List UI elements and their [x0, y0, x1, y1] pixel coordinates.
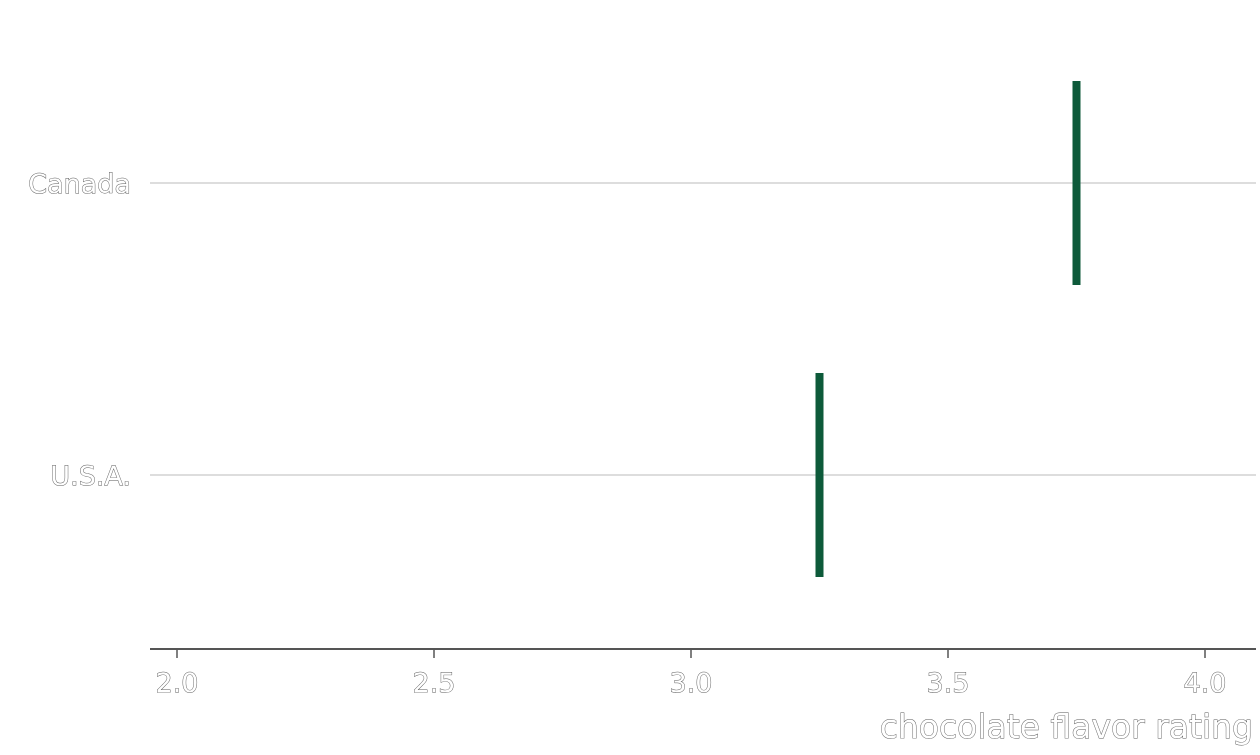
y-axis-labels: Canada U.S.A. — [28, 169, 132, 493]
x-tick-label: 2.0 — [156, 668, 199, 699]
mark-canada — [1072, 81, 1081, 285]
gridlines — [150, 182, 1256, 476]
x-tick-label: 4.0 — [1184, 668, 1227, 699]
x-tick-label: 3.5 — [927, 668, 970, 699]
x-axis-title: chocolate flavor rating — [880, 707, 1253, 746]
x-axis: 2.0 2.5 3.0 3.5 4.0 — [150, 648, 1256, 699]
x-tick-label: 2.5 — [413, 668, 456, 699]
category-label-canada: Canada — [28, 169, 131, 200]
data-marks — [815, 81, 1081, 577]
category-label-u-s-a: U.S.A. — [50, 461, 131, 492]
mark-u-s-a — [815, 373, 824, 577]
x-tick-label: 3.0 — [670, 668, 713, 699]
